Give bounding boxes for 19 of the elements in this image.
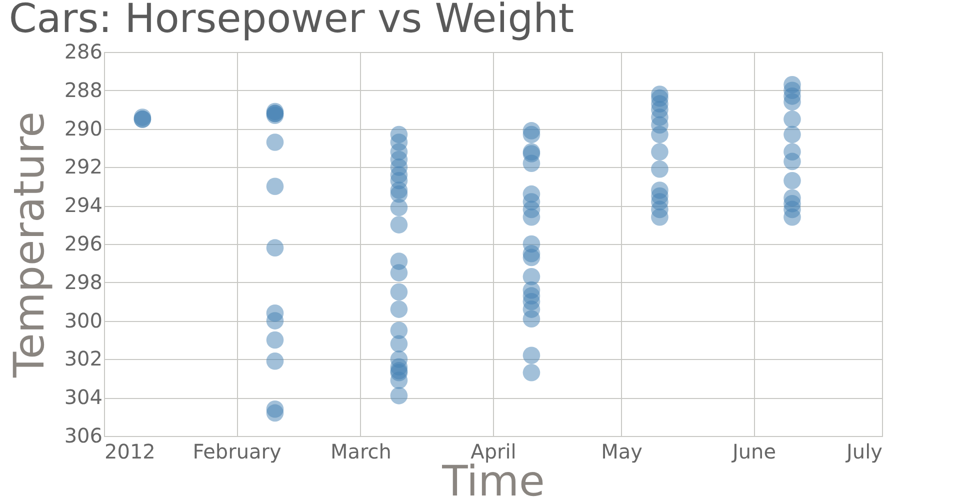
y-tick-label: 286 [64, 40, 102, 64]
x-tick-label: June [730, 440, 776, 464]
y-axis-title: Temperature [4, 111, 54, 379]
y-tick-label: 292 [64, 154, 102, 179]
y-tick-label: 294 [64, 193, 102, 218]
y-tick-label: 298 [64, 270, 102, 294]
x-tick-label: July [844, 440, 883, 464]
y-tick-label: 296 [64, 232, 102, 256]
x-tick-label: February [192, 440, 282, 464]
y-tick-label: 288 [64, 78, 102, 102]
y-tick-label: 306 [64, 424, 102, 448]
chart-title: Cars: Horsepower vs Weight [8, 0, 574, 42]
y-tick-label: 300 [64, 308, 102, 332]
x-tick-label: 2012 [104, 440, 156, 464]
y-tick-label: 302 [64, 346, 102, 371]
y-tick-label: 290 [64, 116, 102, 140]
x-tick-label: March [330, 440, 392, 464]
x-tick-label: May [601, 440, 643, 464]
y-tick-label: 304 [64, 385, 102, 410]
